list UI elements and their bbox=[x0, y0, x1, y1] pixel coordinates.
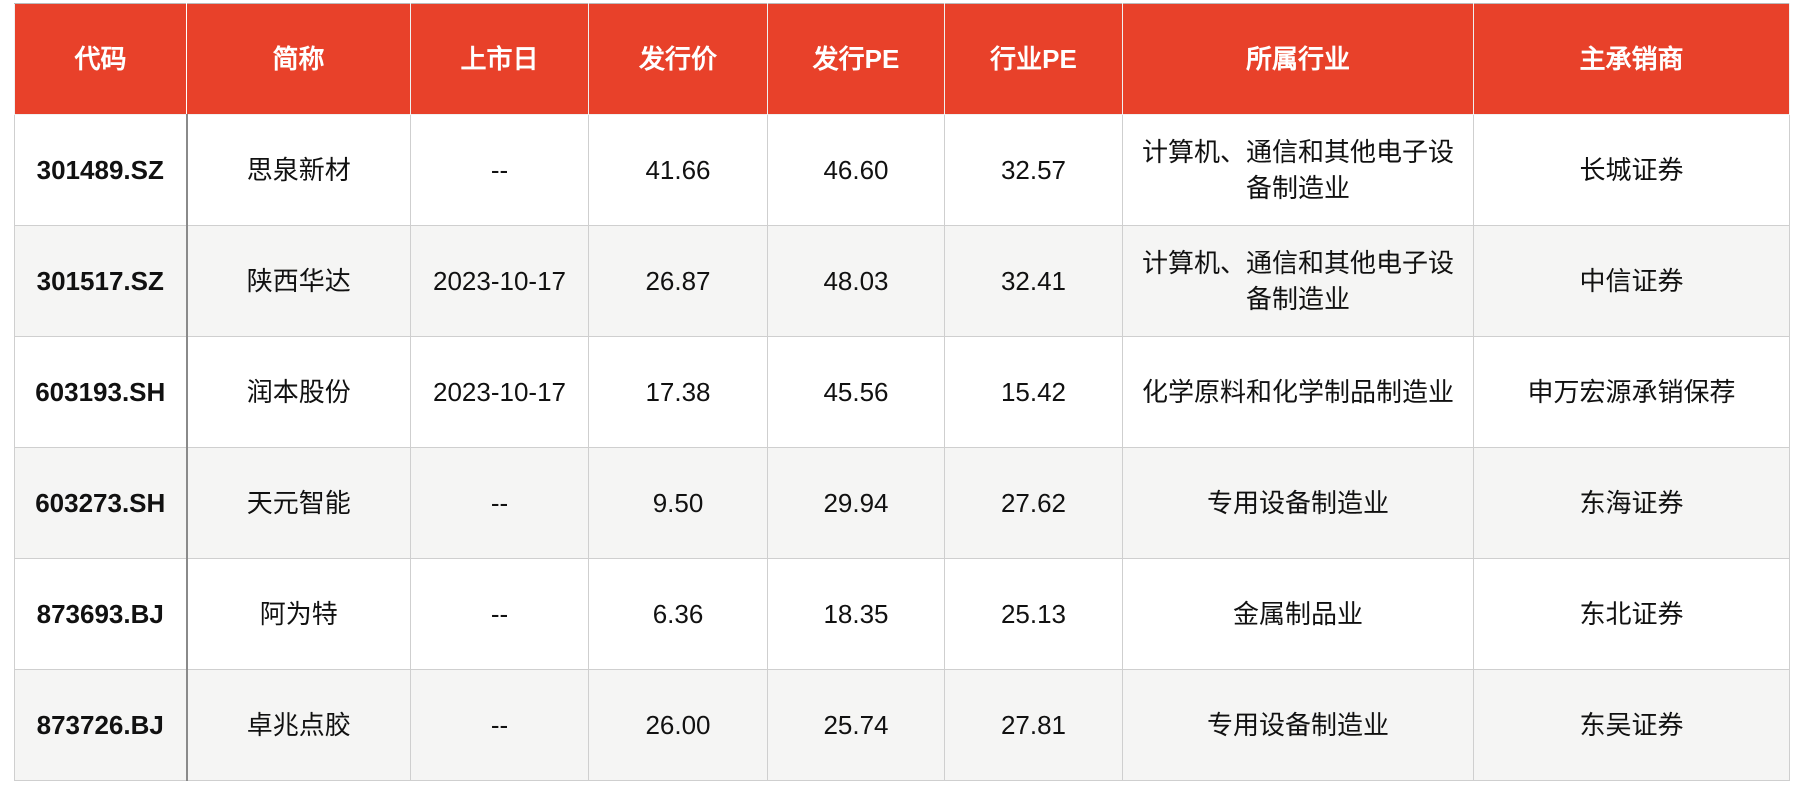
cell-industry: 计算机、通信和其他电子设备制造业 bbox=[1122, 114, 1474, 226]
cell-listing-date: -- bbox=[410, 114, 589, 226]
cell-listing-date: 2023-10-17 bbox=[410, 336, 589, 448]
header-industry: 所属行业 bbox=[1122, 3, 1474, 115]
cell-issue-price: 26.87 bbox=[588, 225, 768, 337]
cell-issue-price: 6.36 bbox=[588, 558, 768, 670]
cell-industry: 专用设备制造业 bbox=[1122, 669, 1474, 781]
table-row: 603273.SH 天元智能 -- 9.50 29.94 27.62 专用设备制造业 东海证券 bbox=[14, 447, 1790, 559]
cell-code: 603193.SH bbox=[14, 336, 188, 448]
cell-listing-date: 2023-10-17 bbox=[410, 225, 589, 337]
cell-underwriter: 东吴证券 bbox=[1473, 669, 1790, 781]
cell-issue-price: 26.00 bbox=[588, 669, 768, 781]
cell-industry: 化学原料和化学制品制造业 bbox=[1122, 336, 1474, 448]
cell-name: 天元智能 bbox=[186, 447, 411, 559]
cell-industry-pe: 27.81 bbox=[944, 669, 1123, 781]
cell-underwriter: 申万宏源承销保荐 bbox=[1473, 336, 1790, 448]
cell-listing-date: -- bbox=[410, 669, 589, 781]
cell-code: 301489.SZ bbox=[14, 114, 188, 226]
header-row: 代码 简称 上市日 发行价 发行PE 行业PE 所属行业 主承销商 bbox=[14, 3, 1790, 115]
cell-industry-pe: 32.41 bbox=[944, 225, 1123, 337]
ipo-table: 代码 简称 上市日 发行价 发行PE 行业PE 所属行业 主承销商 301489… bbox=[14, 3, 1790, 781]
cell-code: 873726.BJ bbox=[14, 669, 188, 781]
cell-name: 卓兆点胶 bbox=[186, 669, 411, 781]
cell-issue-price: 17.38 bbox=[588, 336, 768, 448]
cell-underwriter: 东北证券 bbox=[1473, 558, 1790, 670]
table-row: 301517.SZ 陕西华达 2023-10-17 26.87 48.03 32.41 计算… bbox=[14, 225, 1790, 337]
table-row: 603193.SH 润本股份 2023-10-17 17.38 45.56 15.42 化学… bbox=[14, 336, 1790, 448]
cell-issue-pe: 18.35 bbox=[767, 558, 945, 670]
cell-industry-pe: 32.57 bbox=[944, 114, 1123, 226]
cell-code: 301517.SZ bbox=[14, 225, 188, 337]
cell-industry: 专用设备制造业 bbox=[1122, 447, 1474, 559]
cell-industry: 金属制品业 bbox=[1122, 558, 1474, 670]
cell-industry-pe: 25.13 bbox=[944, 558, 1123, 670]
cell-underwriter: 东海证券 bbox=[1473, 447, 1790, 559]
cell-name: 润本股份 bbox=[186, 336, 411, 448]
cell-industry-pe: 15.42 bbox=[944, 336, 1123, 448]
cell-code: 873693.BJ bbox=[14, 558, 188, 670]
cell-industry-pe: 27.62 bbox=[944, 447, 1123, 559]
cell-issue-pe: 25.74 bbox=[767, 669, 945, 781]
cell-name: 阿为特 bbox=[186, 558, 411, 670]
cell-industry: 计算机、通信和其他电子设备制造业 bbox=[1122, 225, 1474, 337]
header-code: 代码 bbox=[14, 3, 187, 115]
cell-code: 603273.SH bbox=[14, 447, 188, 559]
cell-listing-date: -- bbox=[410, 558, 589, 670]
header-underwriter: 主承销商 bbox=[1473, 3, 1790, 115]
cell-issue-pe: 48.03 bbox=[767, 225, 945, 337]
cell-issue-price: 9.50 bbox=[588, 447, 768, 559]
header-listing-date: 上市日 bbox=[410, 3, 589, 115]
cell-underwriter: 中信证券 bbox=[1473, 225, 1790, 337]
cell-name: 思泉新材 bbox=[186, 114, 411, 226]
cell-listing-date: -- bbox=[410, 447, 589, 559]
cell-issue-pe: 46.60 bbox=[767, 114, 945, 226]
header-industry-pe: 行业PE bbox=[944, 3, 1123, 115]
cell-issue-price: 41.66 bbox=[588, 114, 768, 226]
cell-underwriter: 长城证券 bbox=[1473, 114, 1790, 226]
table-row: 301489.SZ 思泉新材 -- 41.66 46.60 32.57 计算机、通信和其他电… bbox=[14, 114, 1790, 226]
cell-issue-pe: 45.56 bbox=[767, 336, 945, 448]
header-name: 简称 bbox=[186, 3, 411, 115]
cell-issue-pe: 29.94 bbox=[767, 447, 945, 559]
header-issue-price: 发行价 bbox=[588, 3, 768, 115]
cell-name: 陕西华达 bbox=[186, 225, 411, 337]
header-issue-pe: 发行PE bbox=[767, 3, 945, 115]
table-row: 873693.BJ 阿为特 -- 6.36 18.35 25.13 金属制品业 东北证券 bbox=[14, 558, 1790, 670]
table-row: 873726.BJ 卓兆点胶 -- 26.00 25.74 27.81 专用设备制造业 东吴证… bbox=[14, 669, 1790, 781]
